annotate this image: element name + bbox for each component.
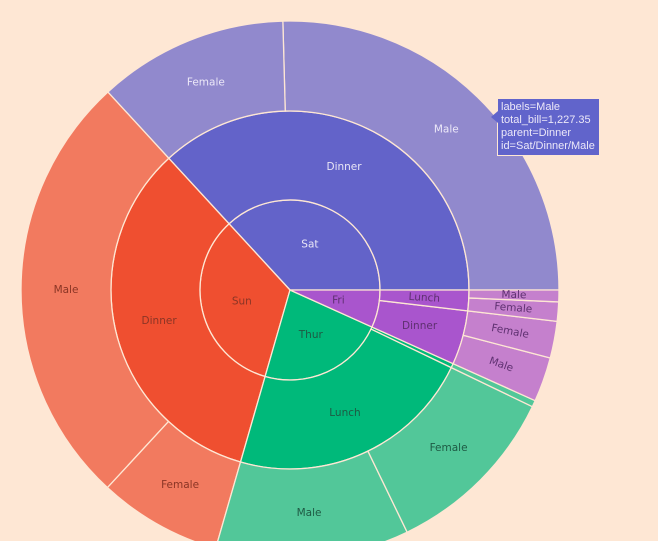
segment-sat-label: Sat <box>301 239 318 251</box>
segment-fri-label: Fri <box>332 294 345 306</box>
tooltip-arrow <box>491 111 498 123</box>
segment-thur-label: Thur <box>298 329 324 341</box>
segment-sat-dinner-male-label: Male <box>434 124 459 136</box>
segment-sat-dinner-male[interactable] <box>282 20 560 291</box>
segment-thur-lunch-male-label: Male <box>297 507 322 519</box>
segment-fri-dinner-label: Dinner <box>402 320 438 332</box>
segment-sun-dinner-male[interactable] <box>20 91 170 489</box>
segment-thur-lunch-label: Lunch <box>329 407 360 419</box>
tooltip-total-bill: total_bill=1,227.35 <box>501 114 591 126</box>
segment-sun-label: Sun <box>232 295 252 307</box>
segment-fri-lunch-label: Lunch <box>408 291 440 305</box>
segment-sun-dinner-label: Dinner <box>142 315 178 327</box>
tooltip-labels: labels=Male <box>501 101 561 113</box>
segment-thur-lunch-female-label: Female <box>430 442 468 454</box>
segment-sat-dinner-female-label: Female <box>187 76 225 88</box>
hover-tooltip: labels=Male total_bill=1,227.35 parent=D… <box>491 98 600 156</box>
segment-sun-dinner-female[interactable] <box>106 420 242 541</box>
segment-fri-lunch-male[interactable] <box>468 289 560 303</box>
segment-fri-lunch-female-label: Female <box>494 301 533 316</box>
segment-sat-dinner-label: Dinner <box>327 161 363 173</box>
tooltip-id: id=Sat/Dinner/Male <box>501 140 595 152</box>
segment-fri-lunch-male-label: Male <box>501 289 526 302</box>
segment-sun-dinner-male-label: Male <box>54 284 79 296</box>
tooltip-parent: parent=Dinner <box>501 127 572 139</box>
segment-sun-dinner-female-label: Female <box>161 479 199 491</box>
